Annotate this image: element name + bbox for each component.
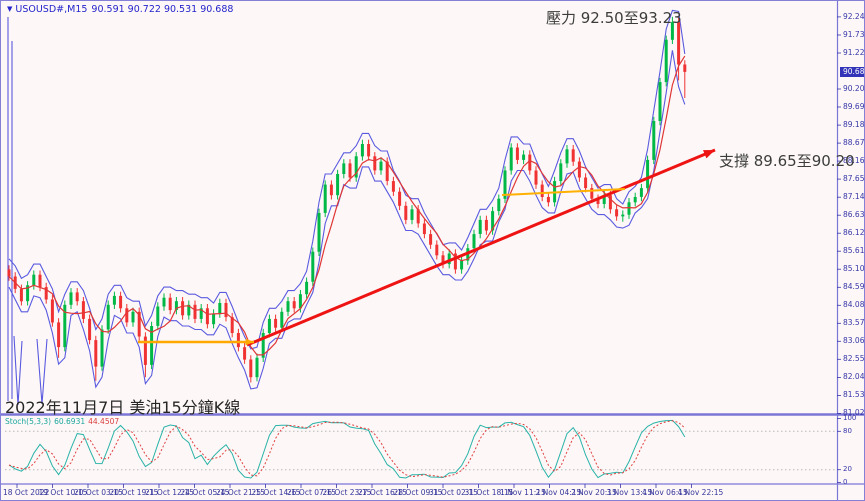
stoch-d-line [8,420,686,478]
price-axis-label: 83.575 [843,318,865,327]
time-axis-label: 25 Oct 14:15 [251,488,301,497]
time-axis-label: 2 Nov 04:15 [535,488,582,497]
price-axis-label: 89.185 [843,120,865,129]
price-envelope-bands [7,9,686,406]
band-init-spike [13,335,23,406]
time-axis-label: 24 Oct 21:15 [216,488,265,497]
support-annotation[interactable]: 支撐 89.65至90.20 [719,152,855,170]
time-axis-label: 19 Oct 10:15 [38,488,88,497]
date-caption-annotation[interactable]: 2022年11月7日 美油15分鐘K線 [5,398,241,417]
ohlc-values: 90.591 90.722 90.531 90.688 [91,4,234,15]
price-axis-label: 82.555 [843,354,865,363]
price-axis-label: 81.535 [843,390,865,399]
time-axis-label: 20 Oct 19:15 [109,488,159,497]
price-axis-label: 86.635 [843,210,865,219]
price-axis-label: 92.245 [843,12,865,21]
time-axis-label: 2 Nov 20:15 [571,488,617,497]
price-axis-label: 91.735 [843,30,865,39]
price-axis-label: 88.675 [843,138,865,147]
stoch-name: Stoch(5,3,3) [5,417,52,426]
time-axis-label: 20 Oct 03:15 [74,488,123,497]
stoch-axis-label: 0 [843,478,848,486]
time-axis-label: 24 Oct 05:15 [180,488,230,497]
band-init-spike [36,338,48,405]
time-axis-label: 18 Oct 2022 [3,488,50,497]
time-axis-label: 4 Nov 22:15 [677,488,724,497]
price-axis-label: 89.695 [843,102,865,111]
price-axis-label: 90.205 [843,84,865,93]
axis-ticks [16,16,841,488]
price-axis-label: 87.145 [843,192,865,201]
current-price-badge: 90.688 [840,67,864,77]
time-axis-label: 1 Nov 11:15 [500,488,546,497]
price-axis-label: 83.065 [843,336,865,345]
stoch-axis-label: 80 [843,427,852,435]
symbol-period-label: USOUSD#,M15 [15,4,88,15]
yellow-support-line-2[interactable] [501,188,626,196]
stochastic-pane [5,419,837,479]
price-axis-label: 86.125 [843,228,865,237]
time-axis-label: 26 Oct 23:15 [322,488,372,497]
yellow-support-line-1-arrowhead [245,338,254,346]
time-axis-label: 31 Oct 18:15 [464,488,514,497]
lower-band [8,50,686,390]
stoch-k-line [8,419,686,479]
time-axis-label: 4 Nov 06:15 [642,488,688,497]
drawn-trend-lines[interactable] [138,148,716,347]
resistance-annotation[interactable]: 壓力 92.50至93.23 [546,9,682,27]
stoch-axis-label: 20 [843,465,852,473]
price-axis-label: 81.025 [843,408,865,417]
red-support-trendline[interactable] [246,148,716,347]
stoch-d-value: 44.4507 [88,417,120,426]
price-axis-label: 91.225 [843,48,865,57]
price-axis-label: 85.615 [843,246,865,255]
time-axis-label: 3 Nov 13:15 [606,488,653,497]
upper-band [8,9,686,350]
stoch-indicator-label: Stoch(5,3,3) 60.6931 44.4507 [5,417,119,426]
price-axis-label: 82.045 [843,372,865,381]
dropdown-triangle-icon[interactable]: ▼ [7,5,13,13]
price-axis-label: 85.105 [843,264,865,273]
price-axis-label: 87.655 [843,174,865,183]
time-axis-label: 26 Oct 07:15 [287,488,336,497]
price-axis-label: 88.165 [843,156,865,165]
price-axis-label: 84.085 [843,300,865,309]
time-axis-label: 28 Oct 09:15 [393,488,443,497]
red-support-trendline-arrowhead [703,150,715,159]
candles-layer [7,16,687,383]
time-axis-label: 21 Oct 12:15 [145,488,194,497]
time-axis-label: 31 Oct 02:15 [429,488,478,497]
stoch-k-value: 60.6931 [54,417,86,426]
stoch-axis-label: 100 [843,414,857,422]
time-axis-label: 27 Oct 16:15 [358,488,407,497]
price-axis-label: 84.595 [843,282,865,291]
chart-title: ▼ USOUSD#,M15 90.591 90.722 90.531 90.688 [7,4,237,15]
moving-average-line [8,55,686,356]
